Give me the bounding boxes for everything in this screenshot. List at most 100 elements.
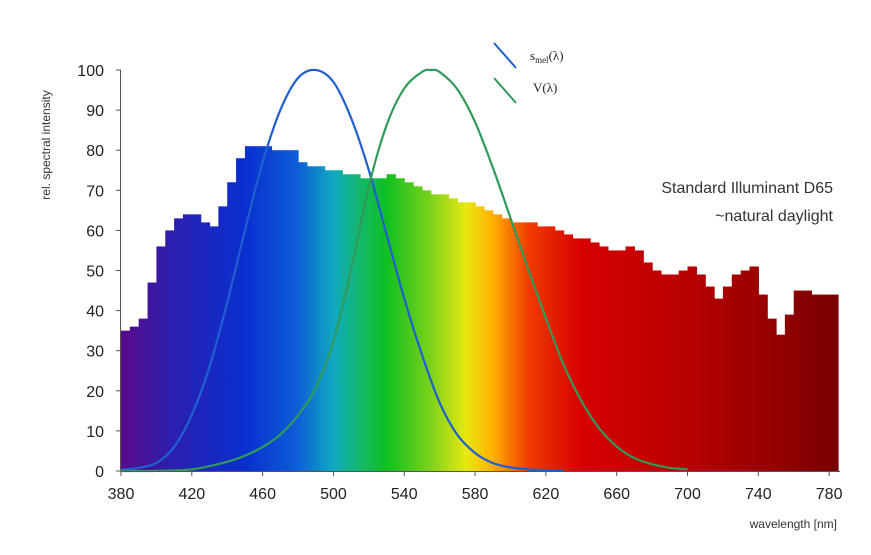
spectrum-bar	[404, 182, 414, 471]
spectrum-bar	[740, 270, 751, 471]
spectrum-bar	[182, 214, 193, 472]
y-tick-label: 10	[86, 424, 104, 441]
spectrum-bar	[625, 246, 636, 471]
spectrum-bar	[244, 146, 255, 471]
spectrum-bar	[430, 194, 441, 471]
spectrum-bar	[129, 326, 140, 471]
spectrum-bar	[475, 206, 485, 471]
annotation-line-2: ~natural daylight	[715, 208, 833, 225]
x-tick-label: 540	[391, 486, 418, 503]
spectrum-bar	[165, 230, 175, 471]
y-tick-label: 100	[77, 63, 104, 80]
spectrum-bar	[696, 274, 706, 471]
spectrum-bar	[572, 238, 582, 471]
spectrum-bar	[324, 170, 335, 471]
x-tick-label: 660	[603, 486, 630, 503]
x-tick-label: 420	[178, 486, 205, 503]
spectrum-bar	[360, 178, 370, 471]
y-tick-label: 30	[86, 344, 104, 361]
spectrum-bar	[457, 202, 467, 471]
y-tick-label: 50	[86, 264, 104, 281]
spectrum-bar	[669, 274, 680, 471]
spectrum-bar	[616, 250, 627, 471]
y-ticks: 0 10 20 30 40 50 60 70 80 90 100	[77, 63, 121, 481]
spectrum-bar	[501, 218, 512, 471]
spectrum-bar	[643, 262, 653, 471]
spectrum-bar	[377, 178, 388, 471]
spectrum-bar	[253, 146, 264, 471]
spectrum-bar	[590, 242, 600, 471]
x-tick-label: 620	[533, 486, 560, 503]
spectrum-bar	[439, 194, 450, 471]
spectrum-bar	[581, 238, 591, 471]
spectrum-bar	[678, 270, 689, 471]
x-tick-label: 500	[320, 486, 347, 503]
spectrum-bar	[563, 234, 574, 471]
spectrum-bar	[483, 210, 494, 471]
spectrum-bar	[271, 150, 281, 471]
v-lambda-curve	[120, 68, 688, 473]
spectrum-bar	[784, 314, 795, 471]
spectrum-bar	[820, 294, 830, 471]
spectrum-bar	[687, 266, 697, 471]
sensitivity-curves	[120, 68, 688, 473]
legend-label-v: V(λ)	[533, 80, 557, 95]
smel-curve	[120, 68, 564, 472]
spectrum-bar	[722, 286, 733, 471]
spectrum-bar	[421, 190, 432, 472]
spectrum-bar	[510, 222, 520, 471]
spectrum-bar	[519, 222, 529, 471]
y-tick-label: 40	[86, 304, 104, 321]
x-tick-label: 740	[745, 486, 772, 503]
spectrum-bar	[236, 158, 246, 471]
y-axis-label: rel. spectral intensity	[39, 90, 53, 199]
spectrum-bar	[138, 318, 149, 471]
spectrum-bar	[802, 290, 813, 471]
legend-swatch-v	[493, 77, 517, 104]
spectrum-bar	[528, 222, 538, 471]
spectrum-bar	[705, 286, 715, 471]
spectrum-bar	[829, 294, 839, 471]
y-tick-label: 90	[86, 103, 104, 120]
spectrum-bar	[492, 214, 503, 472]
spectrum-bar	[776, 334, 786, 471]
x-tick-label: 460	[249, 486, 276, 503]
spectrum-bar	[342, 174, 352, 471]
x-ticks: 380 420 460 500 540 580 620 660 700 740 780	[108, 471, 843, 503]
spectrum-bar	[634, 250, 644, 471]
spectrum-bar	[306, 166, 317, 472]
y-tick-label: 70	[86, 183, 104, 200]
annotation-line-1: Standard Illuminant D65	[661, 180, 833, 197]
spectrum-bar	[466, 202, 476, 471]
spectrum-bar	[537, 226, 547, 471]
spectrum-bar	[298, 162, 308, 472]
spectrum-bar	[554, 230, 565, 471]
y-tick-label: 0	[95, 464, 104, 481]
spectrum-bar	[315, 166, 326, 472]
spectrum-bar	[714, 298, 724, 471]
spectrum-bar	[386, 174, 397, 471]
spectrum-bar	[758, 294, 768, 471]
spectrum-bar	[200, 222, 211, 471]
spectrum-bar	[191, 214, 202, 472]
spectrum-bar	[731, 274, 742, 471]
spectrum-bar	[395, 178, 405, 471]
spectrum-bar	[368, 178, 379, 471]
spectrum-bar	[749, 266, 759, 471]
spectrum-bar	[218, 206, 228, 471]
x-tick-label: 780	[816, 486, 843, 503]
spectrum-bar	[121, 330, 131, 471]
spectrum-bar	[660, 274, 671, 471]
spectrum-bar	[351, 174, 361, 471]
spectrum-bar	[652, 270, 662, 471]
spectrum-bar	[147, 282, 158, 471]
spectrum-bars	[121, 146, 839, 472]
spectrum-bar	[413, 186, 423, 472]
spectrum-bar	[448, 198, 458, 471]
x-tick-label: 380	[108, 486, 135, 503]
spectrum-bar	[289, 150, 299, 471]
spectrum-bar	[767, 318, 777, 471]
y-tick-label: 20	[86, 384, 104, 401]
